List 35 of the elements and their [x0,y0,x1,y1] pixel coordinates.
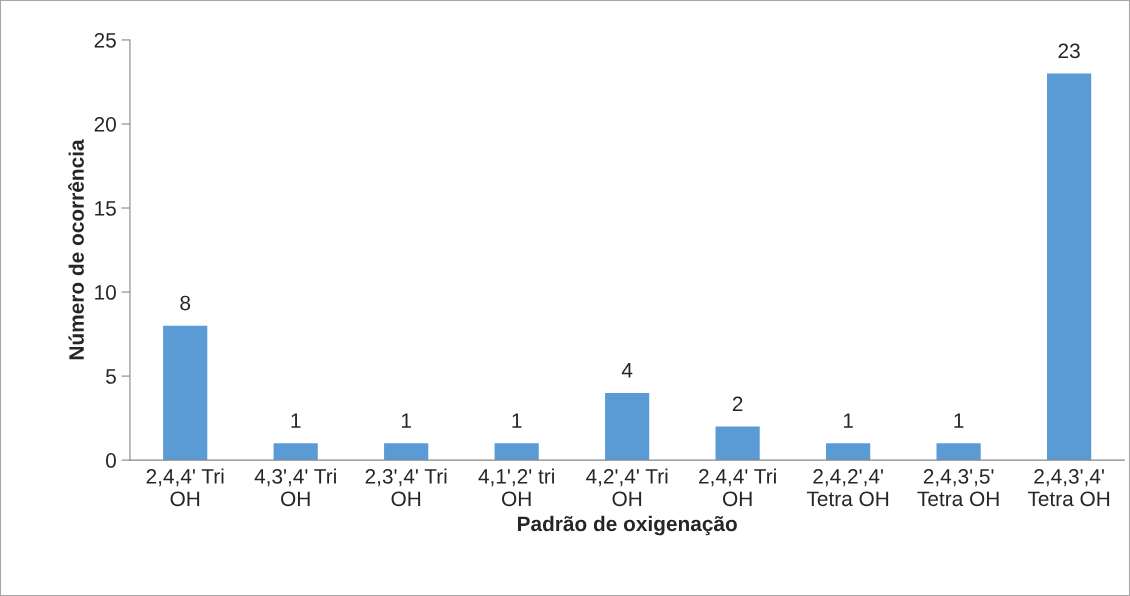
data-label: 1 [843,413,853,428]
y-tick-label: 5 [106,369,116,384]
y-tick-label: 10 [95,285,116,300]
bar [494,443,539,461]
x-tick-label: 2,4,3',4' Tetra OH [1027,469,1110,507]
bar [715,426,760,461]
data-label: 1 [512,413,522,428]
bar [163,325,208,461]
data-label: 4 [621,363,633,378]
bar [273,443,318,461]
y-tick-label: 0 [105,453,116,468]
data-label: 23 [1058,43,1080,59]
y-tick-label: 15 [95,201,116,216]
data-label: 1 [954,413,964,428]
x-tick-label: 2,3',4' Tri OH [365,468,447,507]
x-tick-label: 2,4,2',4' Tetra OH [806,469,889,507]
bar [936,443,981,461]
bar [605,392,650,461]
x-tick-label: 2,4,4' Tri OH [146,468,224,507]
data-label: 8 [180,295,191,311]
bar [384,443,429,461]
bar [826,443,871,461]
y-axis-title: Número de ocorrência [68,139,84,360]
x-tick-label: 4,1',2' tri OH [478,468,554,507]
data-label: 1 [291,413,301,428]
x-tick-label: 2,4,3',5' Tetra OH [917,469,999,507]
data-label: 1 [401,413,411,428]
x-tick-label: 4,2',4' Tri OH [586,468,668,507]
y-tick-label: 20 [94,116,116,132]
bar [1047,73,1092,461]
x-axis-title: Padrão de oxigenação [517,515,737,536]
x-tick-label: 2,4,4' Tri OH [699,468,776,507]
x-tick-label: 4,3',4' Tri OH [254,468,336,507]
y-tick-label: 25 [94,32,116,48]
data-label: 2 [732,396,743,412]
